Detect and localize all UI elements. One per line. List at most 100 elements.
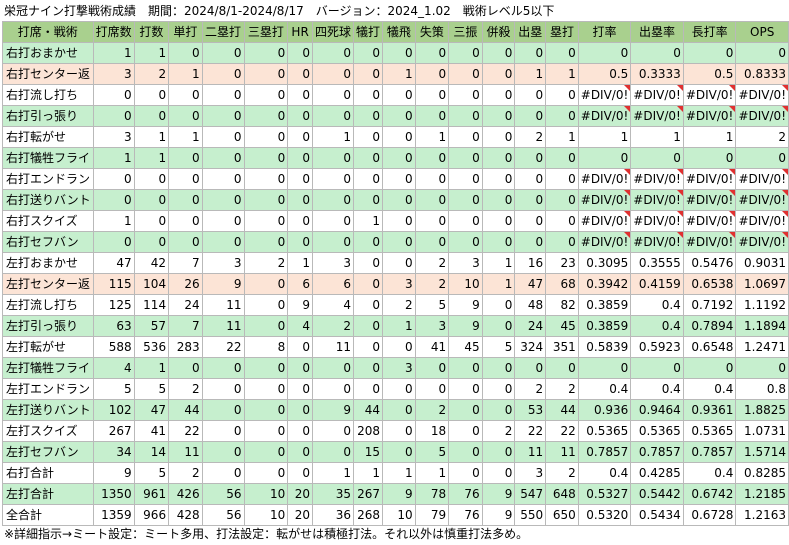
row-label[interactable]: 左打センター返 xyxy=(2,273,94,295)
table-cell[interactable]: 0 xyxy=(201,378,245,400)
table-cell[interactable]: 0 xyxy=(382,84,416,106)
table-cell[interactable]: 0 xyxy=(414,378,450,400)
table-cell[interactable]: 0 xyxy=(201,84,245,106)
table-cell[interactable]: 0 xyxy=(287,189,313,211)
table-cell[interactable]: #DIV/0! xyxy=(630,231,684,253)
table-cell[interactable]: 9 xyxy=(382,483,416,505)
column-header[interactable]: 失策 xyxy=(414,21,450,43)
column-header[interactable]: 単打 xyxy=(168,21,203,43)
table-cell[interactable]: 0.5320 xyxy=(577,504,632,526)
table-cell[interactable]: #DIV/0! xyxy=(682,189,737,211)
table-cell[interactable]: 0.5442 xyxy=(630,483,684,505)
table-cell[interactable]: 0 xyxy=(481,399,516,421)
table-cell[interactable]: 0 xyxy=(577,147,632,169)
table-cell[interactable]: 0 xyxy=(545,147,579,169)
table-cell[interactable]: 0.7857 xyxy=(682,441,737,463)
table-cell[interactable]: 0 xyxy=(133,105,170,127)
table-cell[interactable]: 11 xyxy=(514,441,547,463)
table-cell[interactable]: 267 xyxy=(92,420,135,442)
table-cell[interactable]: #DIV/0! xyxy=(577,168,632,190)
table-cell[interactable]: 11 xyxy=(201,294,245,316)
table-cell[interactable]: 0 xyxy=(630,147,684,169)
table-cell[interactable]: 5 xyxy=(92,378,135,400)
table-cell[interactable]: 0 xyxy=(168,168,203,190)
row-label[interactable]: 左打エンドラン xyxy=(2,378,94,400)
table-cell[interactable]: 0 xyxy=(382,252,416,274)
table-cell[interactable]: 0 xyxy=(382,105,416,127)
table-cell[interactable]: 22 xyxy=(201,336,245,358)
row-label[interactable]: 左打転がせ xyxy=(2,336,94,358)
table-cell[interactable]: 1 xyxy=(577,126,632,148)
table-cell[interactable]: 0 xyxy=(201,357,245,379)
table-cell[interactable]: 0 xyxy=(287,210,313,232)
table-cell[interactable]: 0.4 xyxy=(630,294,684,316)
table-cell[interactable]: 0 xyxy=(243,462,289,484)
table-cell[interactable]: 0 xyxy=(168,84,203,106)
table-cell[interactable]: 9 xyxy=(92,462,135,484)
table-cell[interactable]: 10 xyxy=(243,483,289,505)
table-cell[interactable]: 44 xyxy=(168,399,203,421)
table-cell[interactable]: 0 xyxy=(448,147,483,169)
table-cell[interactable]: 0 xyxy=(311,63,355,85)
table-cell[interactable]: 0 xyxy=(414,84,450,106)
table-cell[interactable]: 1359 xyxy=(92,504,135,526)
table-cell[interactable]: 0 xyxy=(382,210,416,232)
table-cell[interactable]: 6 xyxy=(311,273,355,295)
table-cell[interactable]: 14 xyxy=(133,441,170,463)
table-cell[interactable]: 15 xyxy=(352,441,384,463)
table-cell[interactable]: 0 xyxy=(382,399,416,421)
table-cell[interactable]: 0 xyxy=(287,441,313,463)
table-cell[interactable]: 0 xyxy=(352,252,384,274)
table-cell[interactable]: 0 xyxy=(414,189,450,211)
table-cell[interactable]: 10 xyxy=(382,504,416,526)
table-cell[interactable]: 56 xyxy=(201,483,245,505)
table-cell[interactable]: 0 xyxy=(352,84,384,106)
table-cell[interactable]: 0 xyxy=(481,315,516,337)
table-cell[interactable]: 0 xyxy=(201,399,245,421)
table-cell[interactable]: 0 xyxy=(481,84,516,106)
table-cell[interactable]: 0 xyxy=(448,168,483,190)
table-cell[interactable]: 2 xyxy=(414,273,450,295)
table-cell[interactable]: 0 xyxy=(201,420,245,442)
table-cell[interactable]: 45 xyxy=(545,315,579,337)
table-cell[interactable]: 0 xyxy=(352,105,384,127)
table-cell[interactable]: 0.5 xyxy=(577,63,632,85)
table-cell[interactable]: 0.7192 xyxy=(682,294,737,316)
table-cell[interactable]: 0 xyxy=(287,84,313,106)
table-cell[interactable]: #DIV/0! xyxy=(630,84,684,106)
table-cell[interactable]: 0 xyxy=(481,147,516,169)
table-cell[interactable]: 3 xyxy=(201,252,245,274)
table-cell[interactable]: 1.5714 xyxy=(735,441,789,463)
table-cell[interactable]: 2 xyxy=(545,462,579,484)
row-label[interactable]: 左打合計 xyxy=(2,483,94,505)
table-cell[interactable]: 1.1192 xyxy=(735,294,789,316)
table-cell[interactable]: 5 xyxy=(133,462,170,484)
row-label[interactable]: 右打おまかせ xyxy=(2,42,94,64)
table-cell[interactable]: 0.5923 xyxy=(630,336,684,358)
table-cell[interactable]: 0 xyxy=(168,231,203,253)
table-cell[interactable]: 0 xyxy=(382,147,416,169)
table-cell[interactable]: 0 xyxy=(287,126,313,148)
table-cell[interactable]: 1 xyxy=(630,126,684,148)
table-cell[interactable]: 0 xyxy=(311,357,355,379)
table-cell[interactable]: 9 xyxy=(481,504,516,526)
table-cell[interactable]: 2 xyxy=(545,378,579,400)
table-cell[interactable]: 0 xyxy=(514,189,547,211)
table-cell[interactable]: 1.2471 xyxy=(735,336,789,358)
row-label[interactable]: 右打流し打ち xyxy=(2,84,94,106)
table-cell[interactable]: 0 xyxy=(448,63,483,85)
table-cell[interactable]: 0 xyxy=(630,42,684,64)
table-cell[interactable]: 2 xyxy=(243,252,289,274)
table-cell[interactable]: 0.4 xyxy=(630,315,684,337)
table-cell[interactable]: 3 xyxy=(414,315,450,337)
row-label[interactable]: 左打送りバント xyxy=(2,399,94,421)
row-label[interactable]: 右打犠牲フライ xyxy=(2,147,94,169)
table-cell[interactable]: 26 xyxy=(168,273,203,295)
table-cell[interactable]: #DIV/0! xyxy=(682,210,737,232)
table-cell[interactable]: 650 xyxy=(545,504,579,526)
table-cell[interactable]: 1 xyxy=(382,315,416,337)
table-cell[interactable]: 0 xyxy=(481,294,516,316)
table-cell[interactable]: #DIV/0! xyxy=(577,210,632,232)
table-cell[interactable]: 0 xyxy=(287,147,313,169)
table-cell[interactable]: 0 xyxy=(481,42,516,64)
